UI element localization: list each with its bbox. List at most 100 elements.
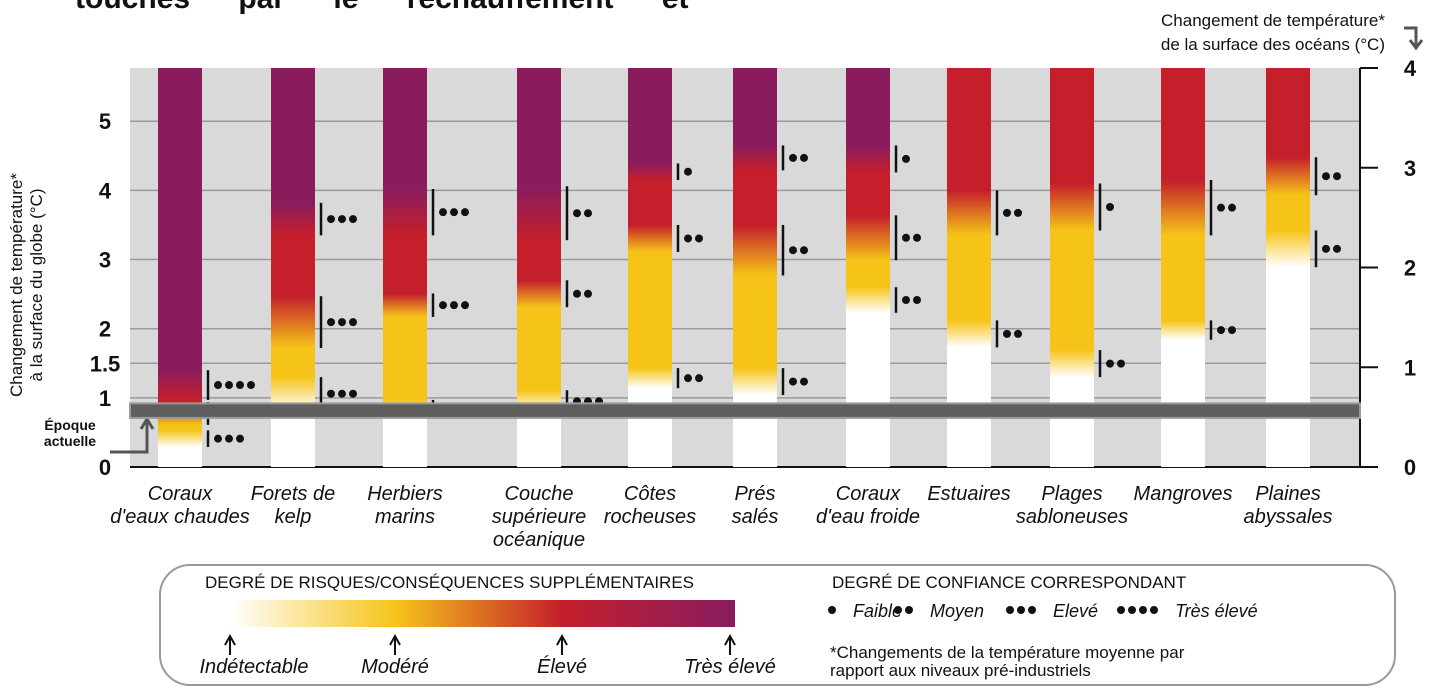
risk-level-label: Modéré: [361, 656, 429, 678]
y-tick-label: 3: [99, 248, 111, 273]
ember: [158, 68, 202, 467]
y2-tick-label: 4: [1404, 56, 1417, 81]
confidence-dot: [236, 381, 244, 390]
confidence-level-label: Faible: [853, 601, 902, 621]
x-tick-label: Coraux d'eau froide: [816, 483, 920, 528]
ember: [271, 68, 315, 467]
confidence-legend-dot: [894, 606, 902, 614]
current-label: Époque: [44, 417, 96, 433]
header-fragment: touchés par le réchauffement et: [75, 0, 688, 15]
confidence-dot: [684, 167, 692, 176]
confidence-legend-dot: [1150, 606, 1158, 614]
y2-tick-label: 0: [1404, 455, 1416, 480]
confidence-dot: [349, 389, 357, 398]
confidence-dot: [225, 381, 233, 390]
confidence-dot: [461, 208, 469, 217]
confidence-dot: [695, 374, 703, 383]
confidence-dot: [789, 153, 797, 162]
confidence-level-label: Moyen: [930, 601, 984, 621]
footnote: *Changements de la température moyenne p…: [830, 643, 1185, 662]
confidence-dot: [338, 215, 346, 224]
x-tick-label-line: kelp: [275, 506, 312, 528]
confidence-dot: [1003, 208, 1011, 217]
confidence-dot: [684, 234, 692, 243]
legend-arrow: [724, 633, 736, 655]
x-tick-label-line: Couche: [505, 483, 574, 505]
confidence-dot: [902, 296, 910, 305]
legend-box: [159, 564, 1396, 686]
risk-legend-title: DEGRÉ DE RISQUES/CONSÉQUENCES SUPPLÉMENT…: [205, 573, 694, 592]
confidence-legend-title: DEGRÉ DE CONFIANCE CORRESPONDANT: [832, 573, 1186, 592]
confidence-dot: [789, 377, 797, 386]
ember: [517, 68, 561, 467]
y2-tick-label: 2: [1404, 256, 1416, 281]
ember: [1266, 68, 1310, 467]
confidence-dot: [338, 318, 346, 327]
footnote: rapport aux niveaux pré-industriels: [830, 661, 1091, 680]
legend-arrow: [556, 633, 568, 655]
y-axis-label: Changement de température*à la surface d…: [7, 173, 46, 397]
x-tick-label-line: d'eaux chaudes: [110, 506, 249, 528]
confidence-legend-dot: [828, 606, 836, 614]
y-tick-label: 1: [99, 386, 111, 411]
confidence-dot: [1217, 326, 1225, 335]
confidence-dot: [236, 434, 244, 443]
confidence-dot: [349, 215, 357, 224]
x-tick-label-line: Plaines: [1255, 483, 1321, 505]
x-tick-label-line: d'eau froide: [816, 506, 920, 528]
x-tick-label-line: abyssales: [1244, 506, 1333, 528]
confidence-legend-dot: [1006, 606, 1014, 614]
confidence-dot: [214, 381, 222, 390]
confidence-dot: [902, 233, 910, 242]
confidence-dot: [1014, 329, 1022, 338]
y2-tick-label: 1: [1404, 355, 1416, 380]
confidence-level-label: Elevé: [1053, 601, 1098, 621]
risk-level-label: Élevé: [537, 655, 587, 678]
legend-arrow: [389, 633, 401, 655]
x-tick-label: Plaines abyssales: [1244, 483, 1333, 528]
y-axis-label-line: à la surface du globe (°C): [27, 189, 46, 382]
ember: [1161, 68, 1205, 467]
confidence-dot: [913, 233, 921, 242]
confidence-dot: [684, 374, 692, 383]
x-tick-label-line: Forets de: [251, 483, 335, 505]
confidence-dot: [1322, 172, 1330, 181]
confidence-dot: [439, 301, 447, 310]
confidence-legend-dot: [1117, 606, 1125, 614]
x-tick-label-line: sabloneuses: [1016, 506, 1128, 528]
x-tick-label: Herbiers marins: [367, 483, 443, 528]
x-tick-label-line: Côtes: [624, 483, 676, 505]
confidence-dot: [1228, 203, 1236, 212]
x-tick-label: Plages sabloneuses: [1016, 483, 1128, 528]
x-tick-label-line: Estuaires: [927, 483, 1010, 505]
x-tick-label-line: Mangroves: [1134, 483, 1233, 505]
confidence-dot: [1003, 329, 1011, 338]
arrow: [1404, 26, 1424, 51]
x-tick-label-line: salés: [732, 506, 779, 528]
confidence-legend-dot: [1028, 606, 1036, 614]
ember: [947, 68, 991, 467]
current-band: [129, 402, 1361, 419]
confidence-dot: [913, 296, 921, 305]
confidence-dot: [1333, 172, 1341, 181]
x-tick-label: Prés salés: [732, 483, 779, 528]
confidence-dot: [800, 246, 808, 255]
ember: [1050, 68, 1094, 467]
confidence-dot: [338, 389, 346, 398]
x-tick-label: Côtes rocheuses: [604, 483, 696, 528]
y-tick-label: 2: [99, 317, 111, 342]
risk-level-label: Très élevé: [684, 656, 776, 678]
x-tick-label-line: océanique: [493, 529, 585, 551]
y-tick-label: 0: [99, 455, 111, 480]
arrow: [110, 416, 155, 454]
confidence-dot: [789, 246, 797, 255]
confidence-dot: [461, 301, 469, 310]
current-label: actuelle: [44, 433, 96, 449]
confidence-dot: [327, 389, 335, 398]
x-tick-label-line: Coraux: [148, 483, 213, 505]
confidence-dot: [1333, 244, 1341, 253]
confidence-dot: [695, 234, 703, 243]
x-tick-label: Forets de kelp: [251, 483, 335, 528]
confidence-dot: [1322, 244, 1330, 253]
confidence-dot: [584, 289, 592, 298]
